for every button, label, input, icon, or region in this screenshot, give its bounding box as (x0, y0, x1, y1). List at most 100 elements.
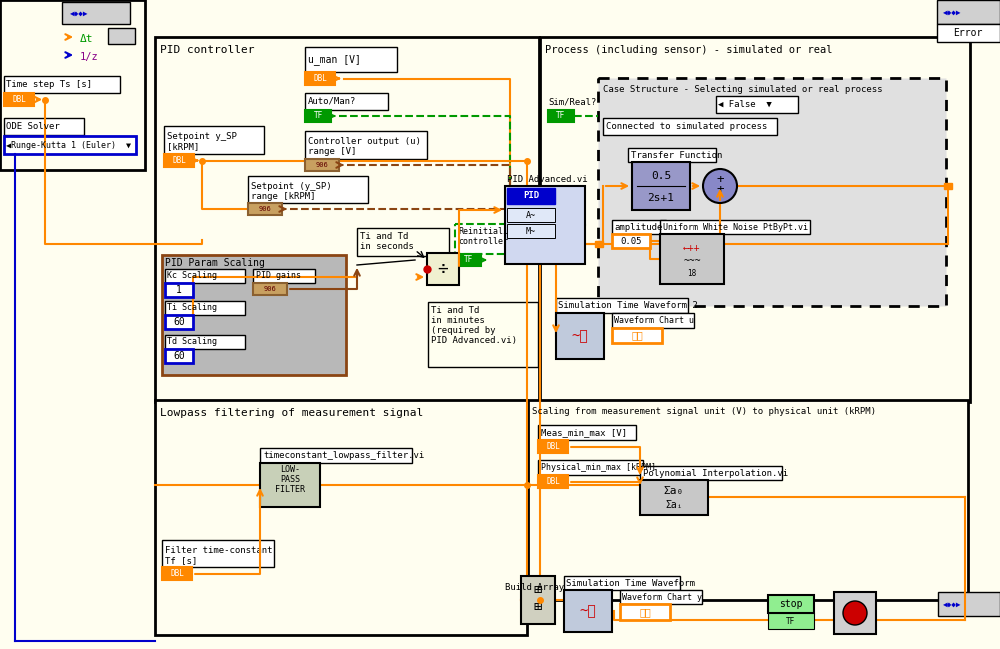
Text: Sim/Real?: Sim/Real? (548, 97, 596, 106)
Bar (632, 162, 690, 210)
Bar (428, 302, 538, 367)
Bar (162, 567, 192, 580)
Bar (4, 118, 84, 135)
Text: DBL: DBL (12, 95, 26, 104)
Text: Simulation Time Waveform 2: Simulation Time Waveform 2 (558, 301, 698, 310)
Text: A~: A~ (526, 210, 536, 219)
Bar (305, 72, 335, 85)
Text: 1/z: 1/z (80, 52, 99, 62)
Text: in minutes: in minutes (431, 316, 485, 325)
Text: Ti Scaling: Ti Scaling (167, 304, 217, 313)
Bar (556, 298, 688, 313)
Text: Filter time-constant: Filter time-constant (165, 546, 272, 555)
Bar (305, 110, 331, 122)
Circle shape (843, 601, 867, 625)
Bar (455, 224, 531, 254)
Bar (660, 220, 810, 234)
Text: PID controller: PID controller (160, 45, 254, 55)
Bar (248, 176, 368, 203)
Text: DBL: DBL (546, 477, 560, 486)
Bar (248, 203, 282, 215)
Text: PID Advanced.vi: PID Advanced.vi (507, 175, 588, 184)
Bar (538, 475, 568, 488)
Text: [kRPM]: [kRPM] (167, 142, 199, 151)
Bar (937, 24, 1000, 42)
Text: 906: 906 (316, 162, 328, 168)
Text: ~~~: ~~~ (683, 256, 701, 266)
Bar (628, 148, 716, 162)
Text: Σaᵢ: Σaᵢ (665, 500, 683, 510)
Bar (620, 590, 702, 604)
Text: ◀Runge-Kutta 1 (Euler)  ▼: ◀Runge-Kutta 1 (Euler) ▼ (6, 140, 131, 149)
Bar (521, 576, 555, 624)
Text: in seconds: in seconds (360, 242, 414, 251)
Bar (0, 0, 145, 170)
Bar (716, 96, 798, 113)
Text: Uniform White Noise PtByPt.vi: Uniform White Noise PtByPt.vi (663, 223, 808, 232)
Text: Ti and Td: Ti and Td (360, 232, 408, 241)
Text: Σa₀: Σa₀ (664, 486, 684, 496)
Bar (162, 255, 346, 375)
Text: LOW-: LOW- (280, 465, 300, 474)
Text: TF: TF (556, 112, 566, 121)
Text: timeconstant_lowpass_filter.vi: timeconstant_lowpass_filter.vi (263, 451, 424, 460)
Bar (260, 448, 412, 463)
Text: u_man [V]: u_man [V] (308, 54, 361, 65)
Bar (938, 592, 1000, 616)
Text: Tf [s]: Tf [s] (165, 556, 197, 565)
Bar (155, 37, 539, 402)
Bar (640, 480, 708, 515)
Bar (62, 2, 130, 24)
Bar (305, 93, 388, 110)
Text: Connected to simulated process: Connected to simulated process (606, 122, 767, 131)
Text: Controller output (u): Controller output (u) (308, 137, 421, 146)
Text: FILTER: FILTER (275, 485, 305, 495)
Bar (944, 183, 952, 189)
Text: range [V]: range [V] (308, 147, 356, 156)
Text: Setpoint (y_SP): Setpoint (y_SP) (251, 182, 332, 191)
Text: Physical_min_max [kRPM]: Physical_min_max [kRPM] (541, 463, 656, 472)
Text: PASS: PASS (280, 476, 300, 485)
Bar (162, 540, 274, 567)
Text: PID: PID (523, 191, 539, 201)
Text: Waveform Chart y: Waveform Chart y (622, 593, 702, 602)
Text: Process (including sensor) - simulated or real: Process (including sensor) - simulated o… (545, 45, 832, 55)
Text: 1: 1 (176, 285, 182, 295)
Bar (455, 254, 481, 266)
Bar (165, 269, 245, 283)
Bar (612, 313, 694, 328)
Circle shape (703, 169, 737, 203)
Text: PID Param Scaling: PID Param Scaling (165, 258, 265, 268)
Text: stop: stop (779, 599, 803, 609)
Bar (427, 253, 459, 285)
Bar (540, 37, 970, 402)
Text: Case Structure - Selecting simulated or real process: Case Structure - Selecting simulated or … (603, 86, 883, 95)
Text: Td Scaling: Td Scaling (167, 337, 217, 347)
Text: PID gains: PID gains (256, 271, 301, 280)
Text: Simulation Time Waveform: Simulation Time Waveform (566, 578, 695, 587)
Text: TF: TF (463, 256, 473, 265)
Bar (164, 126, 264, 154)
Text: ⊞: ⊞ (534, 600, 542, 614)
Bar (507, 224, 555, 238)
Bar (305, 159, 339, 171)
Text: TF: TF (313, 112, 323, 121)
Bar (507, 188, 555, 204)
Text: ↄ∿: ↄ∿ (631, 330, 643, 341)
Bar (937, 0, 1000, 24)
Text: amplitude: amplitude (614, 223, 662, 232)
Text: controller: controller (458, 237, 508, 246)
Bar (548, 110, 574, 122)
Text: (required by: (required by (431, 326, 496, 335)
Bar (253, 269, 315, 283)
Text: DBL: DBL (170, 569, 184, 578)
Text: Auto/Man?: Auto/Man? (308, 97, 356, 106)
Text: Scaling from measurement signal unit (V) to physical unit (kRPM): Scaling from measurement signal unit (V)… (532, 408, 876, 417)
Text: +: + (716, 173, 724, 186)
Bar (538, 440, 568, 453)
Bar (538, 460, 643, 475)
Text: ⊞: ⊞ (534, 583, 542, 597)
Text: DBL: DBL (313, 74, 327, 83)
Bar (253, 283, 287, 295)
Text: Polynomial Interpolation.vi: Polynomial Interpolation.vi (643, 469, 788, 478)
